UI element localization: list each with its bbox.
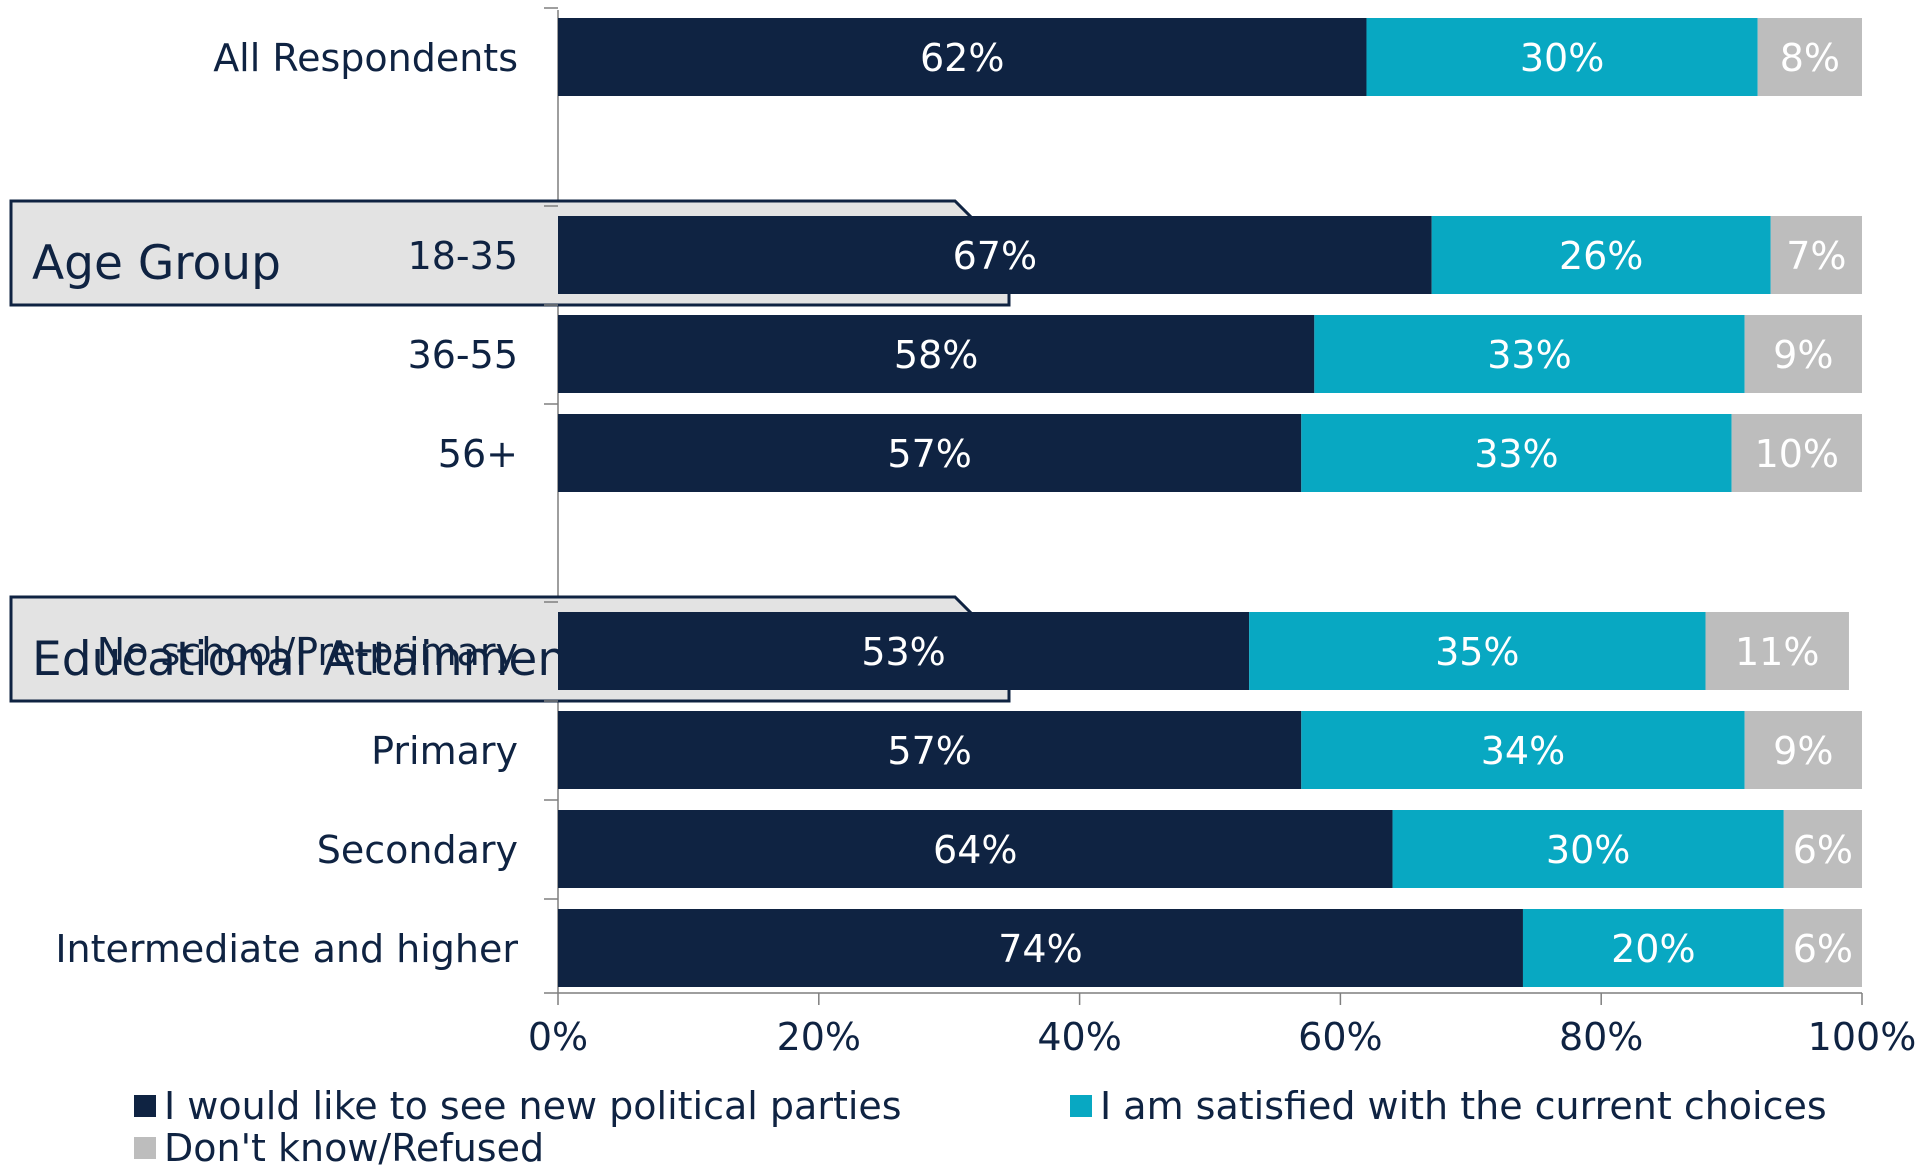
category-label-36-55: 36-55	[408, 333, 518, 377]
legend-swatch-new-parties	[134, 1095, 156, 1117]
legend-label-new-parties: I would like to see new political partie…	[164, 1084, 902, 1128]
bar-segment-primary-1	[1301, 711, 1745, 789]
data-label-primary-2: 9%	[1773, 729, 1833, 773]
bar-segment-56-2	[1731, 414, 1862, 492]
data-label-56-0: 57%	[887, 432, 971, 476]
data-label-intermediate-and-higher-2: 6%	[1793, 927, 1853, 971]
data-label-56-1: 33%	[1474, 432, 1558, 476]
bar-segment-56-1	[1301, 414, 1732, 492]
bar-segment-no-school-pre-primary-0	[558, 612, 1250, 690]
bar-segment-intermediate-and-higher-0	[558, 909, 1523, 987]
bar-segment-36-55-1	[1314, 315, 1745, 393]
bar-segment-36-55-2	[1744, 315, 1862, 393]
data-label-36-55-0: 58%	[894, 333, 978, 377]
data-label-36-55-1: 33%	[1487, 333, 1571, 377]
bar-segment-36-55-0	[558, 315, 1315, 393]
legend-label-dont-know: Don't know/Refused	[164, 1126, 545, 1170]
data-label-secondary-0: 64%	[933, 828, 1017, 872]
x-tick-label: 100%	[1808, 1015, 1915, 1059]
data-label-all-respondents-0: 62%	[920, 36, 1004, 80]
category-label-all-respondents: All Respondents	[213, 36, 518, 80]
bar-segment-intermediate-and-higher-1	[1522, 909, 1784, 987]
bar-segment-primary-0	[558, 711, 1302, 789]
category-label-56: 56+	[438, 432, 518, 476]
legend-item-satisfied: I am satisfied with the current choices	[1070, 1084, 1827, 1128]
data-label-36-55-2: 9%	[1773, 333, 1833, 377]
bar-segment-18-35-2	[1770, 216, 1862, 294]
x-tick-label: 60%	[1298, 1015, 1382, 1059]
bar-segment-all-respondents-2	[1757, 18, 1862, 96]
data-label-intermediate-and-higher-0: 74%	[998, 927, 1082, 971]
data-label-18-35-1: 26%	[1559, 234, 1643, 278]
legend-label-satisfied: I am satisfied with the current choices	[1100, 1084, 1827, 1128]
category-label-secondary: Secondary	[317, 828, 518, 872]
data-label-intermediate-and-higher-1: 20%	[1611, 927, 1695, 971]
data-label-secondary-2: 6%	[1793, 828, 1853, 872]
data-label-primary-0: 57%	[887, 729, 971, 773]
x-tick-label: 20%	[777, 1015, 861, 1059]
category-label-intermediate-and-higher: Intermediate and higher	[55, 927, 518, 971]
bar-segment-intermediate-and-higher-2	[1783, 909, 1862, 987]
legend-item-dont-know: Don't know/Refused	[134, 1126, 544, 1170]
category-label-primary: Primary	[371, 729, 518, 773]
category-label-no-school-pre-primary: No school/Pre-primary	[97, 630, 518, 674]
data-label-56-2: 10%	[1755, 432, 1839, 476]
bar-segment-secondary-0	[558, 810, 1393, 888]
x-tick-label: 80%	[1559, 1015, 1643, 1059]
bar-segment-56-0	[558, 414, 1302, 492]
data-label-no-school-pre-primary-2: 11%	[1735, 630, 1819, 674]
bar-segment-18-35-0	[558, 216, 1432, 294]
bar-segment-primary-2	[1744, 711, 1862, 789]
bar-segment-all-respondents-1	[1366, 18, 1758, 96]
bar-segment-all-respondents-0	[558, 18, 1367, 96]
group-header-label-educational-attainment: Educational Attainment	[32, 632, 586, 687]
bar-segment-no-school-pre-primary-2	[1705, 612, 1849, 690]
data-label-18-35-0: 67%	[953, 234, 1037, 278]
data-label-18-35-2: 7%	[1786, 234, 1846, 278]
data-label-all-respondents-2: 8%	[1780, 36, 1840, 80]
data-label-secondary-1: 30%	[1546, 828, 1630, 872]
legend-swatch-satisfied	[1070, 1095, 1092, 1117]
x-tick-label: 40%	[1037, 1015, 1121, 1059]
data-label-no-school-pre-primary-0: 53%	[861, 630, 945, 674]
bar-segment-secondary-2	[1783, 810, 1862, 888]
legend-item-new-parties: I would like to see new political partie…	[134, 1084, 902, 1128]
bar-segment-no-school-pre-primary-1	[1249, 612, 1706, 690]
category-label-18-35: 18-35	[408, 234, 518, 278]
bar-segment-secondary-1	[1392, 810, 1784, 888]
data-label-all-respondents-1: 30%	[1520, 36, 1604, 80]
x-tick-label: 0%	[528, 1015, 588, 1059]
group-header-label-age-group: Age Group	[32, 236, 281, 291]
legend-swatch-dont-know	[134, 1137, 156, 1159]
data-label-no-school-pre-primary-1: 35%	[1435, 630, 1519, 674]
data-label-primary-1: 34%	[1481, 729, 1565, 773]
bar-segment-18-35-1	[1431, 216, 1771, 294]
